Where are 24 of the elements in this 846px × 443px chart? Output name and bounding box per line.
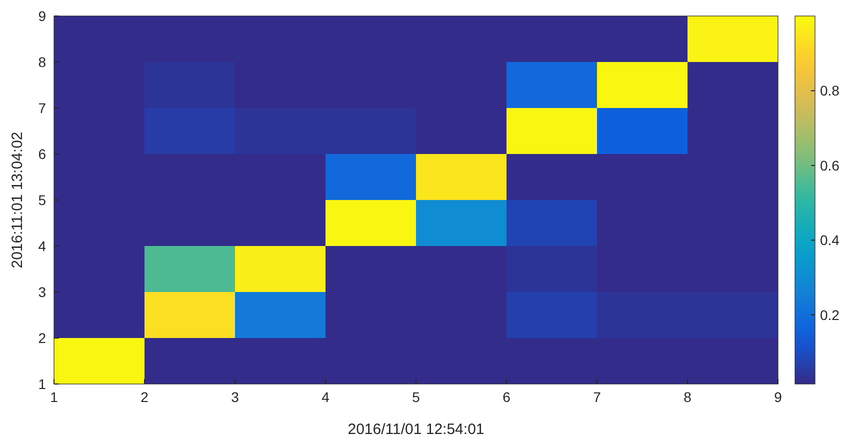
y-tick-label: 3	[38, 284, 46, 300]
x-tick-label: 3	[231, 389, 240, 405]
x-tick-label: 7	[593, 389, 602, 405]
y-axis-title: 2016:11:01 13:04:02	[9, 132, 26, 268]
x-tick-label: 1	[50, 389, 58, 405]
y-tick-label: 9	[38, 8, 46, 24]
x-tick-label: 4	[322, 389, 330, 405]
x-tick-label: 9	[774, 389, 782, 405]
y-tick-label: 5	[38, 192, 46, 208]
y-tick-label: 8	[38, 54, 46, 70]
x-tick-label: 5	[412, 389, 420, 405]
y-tick-label: 6	[38, 146, 46, 162]
color-bar-label: 0.4	[820, 232, 840, 248]
y-tick-label: 1	[38, 376, 46, 392]
color-bar-label: 0.2	[820, 306, 840, 323]
x-axis-title: 2016/11/01 12:54:01	[348, 421, 484, 438]
x-tick-label: 8	[684, 389, 692, 405]
y-tick-label: 4	[38, 238, 46, 254]
y-tick-label: 7	[38, 100, 46, 116]
x-tick-label: 6	[502, 389, 511, 405]
x-tick-label: 2	[140, 389, 149, 405]
y-tick-label: 2	[38, 330, 46, 346]
color-bar-label: 0.8	[820, 82, 840, 99]
color-bar-label: 0.6	[820, 157, 840, 174]
